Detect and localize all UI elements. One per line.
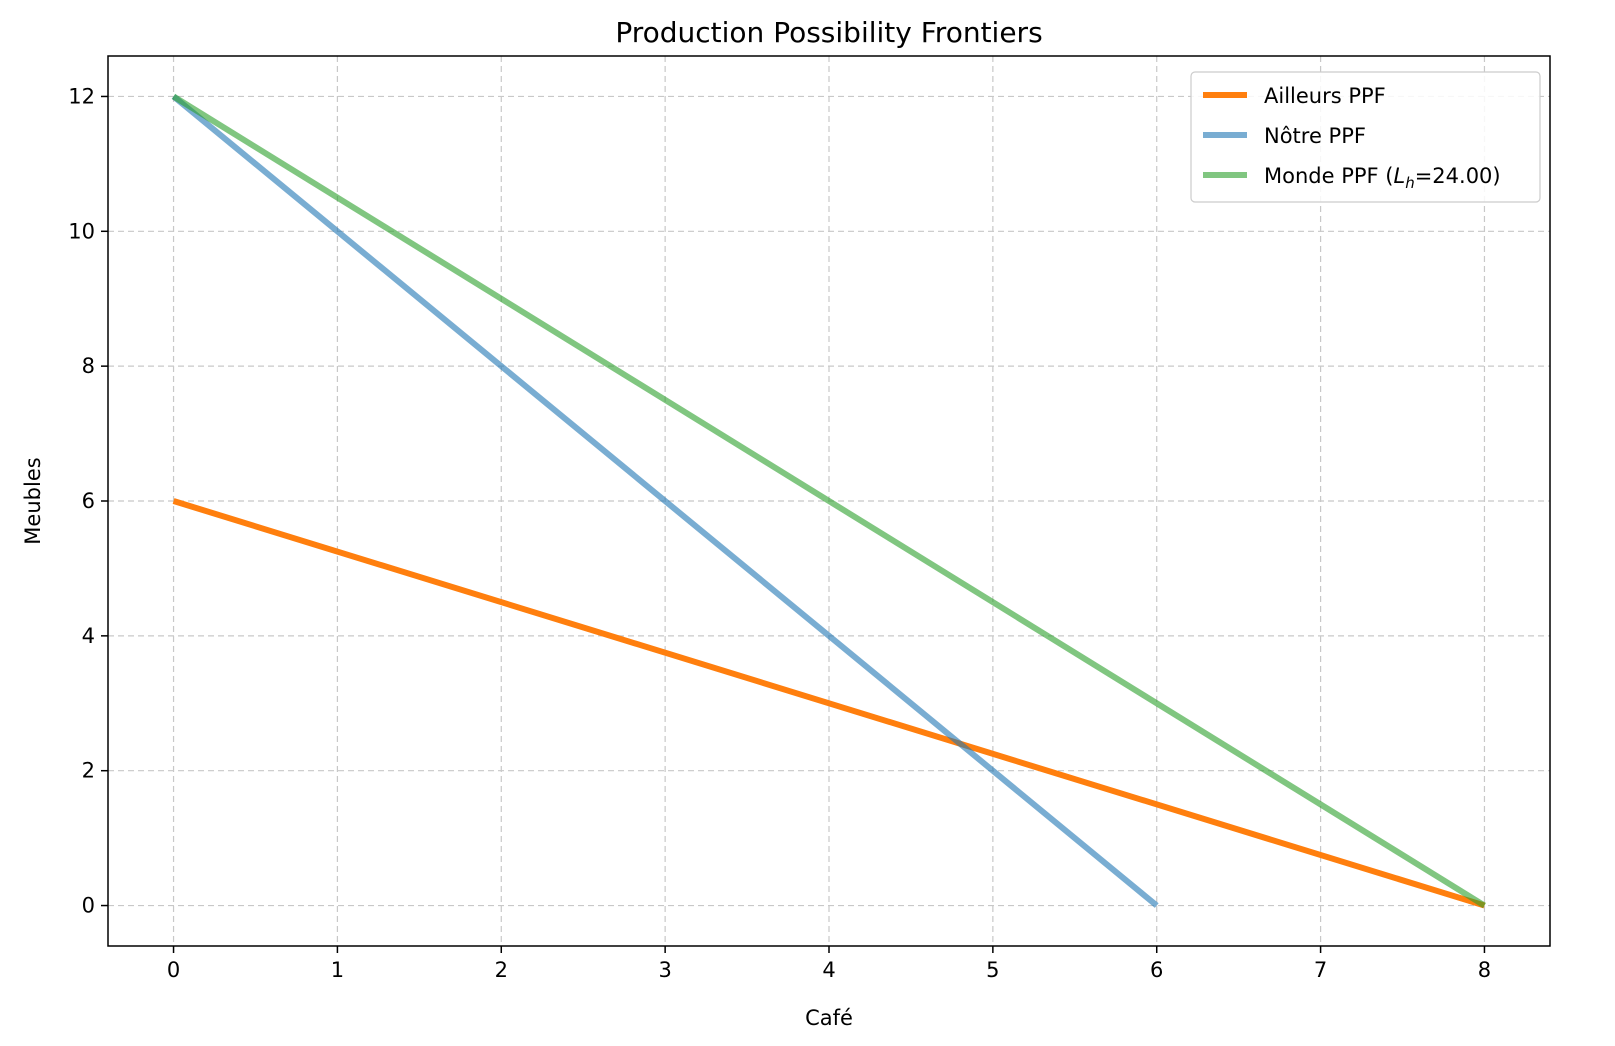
chart-title: Production Possibility Frontiers: [615, 16, 1042, 49]
x-tick-label: 6: [1150, 958, 1163, 982]
y-tick-label: 0: [82, 894, 95, 918]
x-tick-label: 2: [495, 958, 508, 982]
y-tick-label: 6: [82, 489, 95, 513]
legend-label-2: Nôtre PPF: [1264, 124, 1366, 148]
x-tick-label: 8: [1478, 958, 1491, 982]
y-tick-label: 2: [82, 759, 95, 783]
series-line-1: [172, 498, 1486, 909]
y-tick-label: 4: [82, 624, 95, 648]
y-tick-label: 10: [68, 219, 95, 243]
y-tick-label: 12: [68, 84, 95, 108]
x-tick-label: 3: [658, 958, 671, 982]
legend: Ailleurs PPF Nôtre PPF Monde PPF (Lh=24.00…: [1190, 71, 1541, 203]
x-tick-label: 7: [1314, 958, 1327, 982]
x-tick-label: 0: [167, 958, 180, 982]
x-axis-label: Café: [805, 1006, 853, 1030]
x-tick-label: 5: [986, 958, 999, 982]
y-tick-label: 8: [82, 354, 95, 378]
series-line-3: [171, 93, 1487, 909]
y-axis-label: Meubles: [21, 457, 45, 544]
legend-label-3: Monde PPF (Lh=24.00): [1264, 164, 1501, 192]
x-tick-label: 1: [331, 958, 344, 982]
series-line-2: [171, 94, 1159, 908]
x-tick-label: 4: [822, 958, 835, 982]
legend-box: [1190, 71, 1541, 203]
legend-label-1: Ailleurs PPF: [1264, 84, 1386, 108]
series-layer: [171, 93, 1487, 909]
